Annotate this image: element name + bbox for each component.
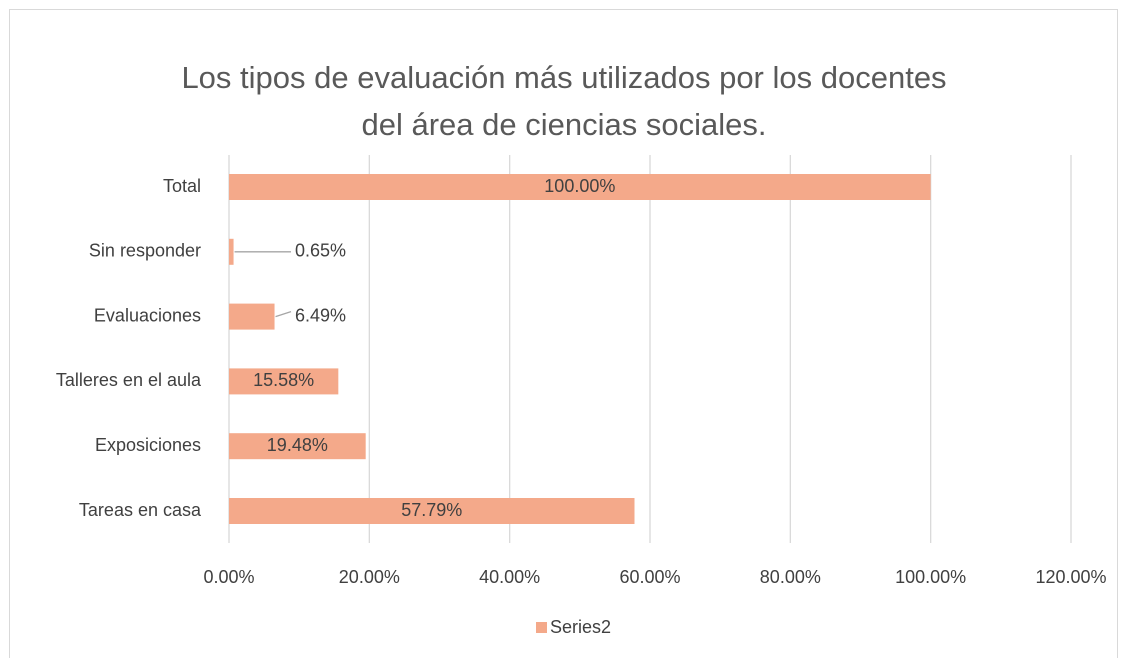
y-tick-label: Total <box>163 176 201 196</box>
y-tick-label: Evaluaciones <box>94 305 201 325</box>
chart-title: Los tipos de evaluación más utilizados p… <box>181 60 947 142</box>
x-tick-label: 20.00% <box>339 567 400 587</box>
bar <box>229 238 234 265</box>
y-tick-label: Tareas en casa <box>79 500 202 520</box>
legend-label: Series2 <box>550 617 611 637</box>
x-tick-label: 60.00% <box>619 567 680 587</box>
bar <box>229 498 635 524</box>
y-tick-label: Exposiciones <box>95 435 201 455</box>
leader-line <box>275 310 292 318</box>
bar <box>229 174 931 200</box>
bar <box>229 303 275 330</box>
data-label: 100.00% <box>544 176 615 196</box>
x-tick-label: 100.00% <box>895 567 966 587</box>
x-tick-label: 80.00% <box>760 567 821 587</box>
data-label: 57.79% <box>401 500 462 520</box>
legend-swatch <box>536 622 547 633</box>
y-tick-label: Talleres en el aula <box>56 370 202 390</box>
x-tick-label: 40.00% <box>479 567 540 587</box>
data-label: 15.58% <box>253 370 314 390</box>
data-label: 19.48% <box>267 435 328 455</box>
data-label: 6.49% <box>295 305 346 325</box>
x-tick-label: 0.00% <box>203 567 254 587</box>
y-tick-label: Sin responder <box>89 241 201 261</box>
x-tick-label: 120.00% <box>1035 567 1106 587</box>
chart-border <box>9 9 1118 658</box>
bar <box>229 433 366 460</box>
bar <box>229 368 339 395</box>
data-label: 0.65% <box>295 241 346 261</box>
